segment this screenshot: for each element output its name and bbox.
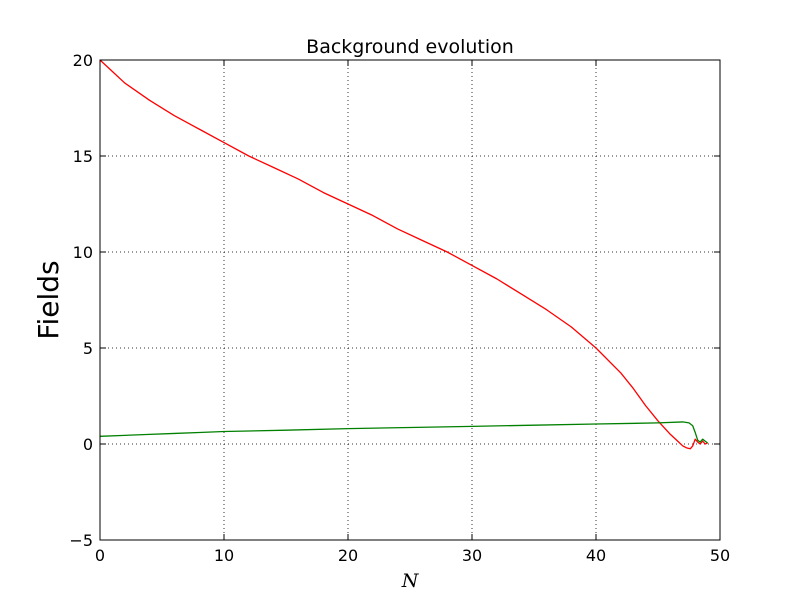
y-tick-label: 15 [73, 147, 93, 166]
grid [100, 60, 720, 540]
x-tick-label: 0 [95, 546, 105, 565]
series-line-2 [99, 421, 708, 444]
x-tick-label: 20 [338, 546, 358, 565]
x-tick-label: 50 [710, 546, 730, 565]
plot-frame [99, 59, 721, 541]
x-tick-label: 30 [462, 546, 482, 565]
series-layer [99, 59, 708, 450]
y-tick-label: 5 [83, 339, 93, 358]
chart-title: Background evolution [306, 36, 514, 58]
x-axis-label: N [401, 570, 420, 592]
x-tick-label: 40 [586, 546, 606, 565]
y-tick-label: 0 [83, 435, 93, 454]
y-tick-label: 20 [73, 51, 93, 70]
y-axis-label: Fields [32, 260, 65, 339]
x-tick-label: 10 [214, 546, 234, 565]
y-tick-label: −5 [69, 531, 93, 550]
y-tick-label: 10 [73, 243, 93, 262]
series-line-1 [99, 59, 708, 450]
